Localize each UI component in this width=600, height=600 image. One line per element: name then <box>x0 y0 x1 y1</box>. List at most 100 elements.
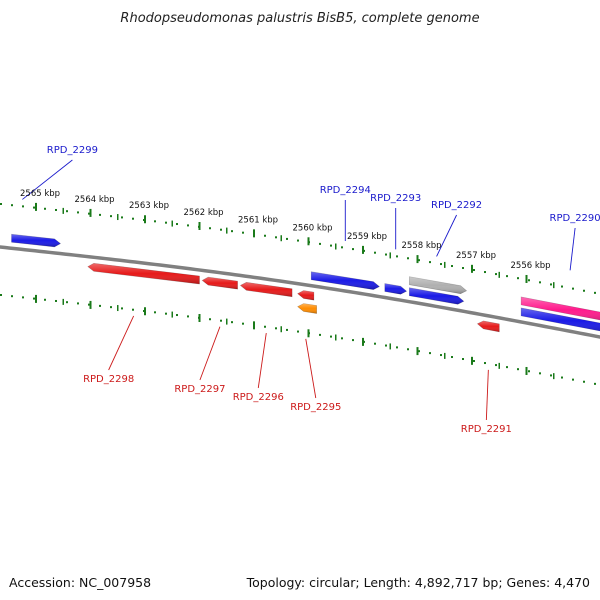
gene-label[interactable]: RPD_2290 <box>550 213 600 224</box>
inner-tick-track <box>0 294 596 385</box>
inner-minor-tick <box>242 322 244 325</box>
gene-label-leader <box>436 214 457 257</box>
inner-minor-tick <box>22 296 24 299</box>
accession-text: Accession: NC_007958 <box>9 575 151 590</box>
inner-minor-tick <box>220 319 222 322</box>
inner-minor-tick <box>121 307 123 310</box>
inner-minor-tick <box>418 350 420 353</box>
gene-arrow-shading <box>521 296 600 320</box>
inner-minor-tick <box>583 380 585 383</box>
outer-minor-tick <box>374 251 376 254</box>
outer-minor-tick <box>55 208 57 211</box>
gene-labels: RPD_2299 RPD_2298 RPD_2297 RPD_2296 RPD_2295… <box>22 145 600 435</box>
gene-features <box>11 233 600 333</box>
gene-arrow-shading <box>240 282 293 297</box>
outer-tick-track <box>0 202 596 294</box>
outer-minor-tick <box>121 216 123 219</box>
gene-arrow-shading <box>297 303 317 314</box>
gene-label-leader <box>569 227 576 271</box>
outer-minor-tick <box>550 283 552 286</box>
inner-minor-tick <box>11 295 13 298</box>
tick-label: 2563 kbp <box>129 201 169 211</box>
outer-minor-tick <box>132 217 134 220</box>
gene-arrow-shading <box>521 307 600 331</box>
outer-minor-tick <box>528 279 530 282</box>
inner-minor-tick <box>176 314 178 317</box>
inner-minor-tick <box>231 321 233 324</box>
outer-minor-tick <box>77 211 79 214</box>
gene-label[interactable]: RPD_2299 <box>47 145 98 156</box>
tick-label: 2562 kbp <box>184 208 224 218</box>
inner-minor-tick <box>297 330 299 333</box>
tick-label: 2558 kbp <box>402 241 442 251</box>
inner-minor-tick <box>264 325 266 328</box>
outer-minor-tick <box>66 210 68 213</box>
tick-label: 2561 kbp <box>238 215 278 225</box>
outer-minor-tick <box>440 263 442 266</box>
gene-label[interactable]: RPD_2297 <box>174 384 225 395</box>
inner-minor-tick <box>539 372 541 375</box>
inner-minor-tick <box>77 302 79 305</box>
outer-minor-tick <box>264 234 266 237</box>
gene-label-leader <box>257 332 267 389</box>
inner-minor-tick <box>484 362 486 365</box>
map-title: Rhodopseudomonas palustris BisB5, comple… <box>120 11 479 26</box>
outer-minor-tick <box>176 223 178 226</box>
outer-minor-tick <box>22 205 24 208</box>
gene-arrow-shading <box>11 234 61 247</box>
inner-minor-tick <box>330 335 332 338</box>
inner-minor-tick <box>110 306 112 309</box>
gene-label[interactable]: RPD_2296 <box>233 392 284 403</box>
outer-minor-tick <box>33 206 35 209</box>
outer-minor-tick <box>165 221 167 224</box>
outer-minor-tick <box>583 289 585 292</box>
gene-label[interactable]: RPD_2293 <box>370 193 421 204</box>
gene-label[interactable]: RPD_2298 <box>83 374 134 385</box>
inner-minor-tick <box>55 299 57 302</box>
inner-minor-tick <box>473 360 475 363</box>
inner-minor-tick <box>66 301 68 304</box>
outer-minor-tick <box>385 253 387 256</box>
gene-label-leader <box>22 159 73 200</box>
outer-minor-tick <box>341 246 343 249</box>
outer-minor-tick <box>429 261 431 264</box>
inner-minor-tick <box>407 348 409 351</box>
gene-arrow-shading <box>87 263 200 284</box>
inner-minor-tick <box>561 376 563 379</box>
outer-minor-tick <box>11 204 13 207</box>
gene-label[interactable]: RPD_2294 <box>320 185 371 196</box>
tick-label: 2565 kbp <box>20 189 60 199</box>
inner-minor-tick <box>319 333 321 336</box>
inner-minor-tick <box>286 328 288 331</box>
inner-minor-tick <box>429 352 431 355</box>
gene-arrow-shading <box>202 277 238 290</box>
outer-minor-tick <box>451 265 453 268</box>
inner-minor-tick <box>396 346 398 349</box>
outer-minor-tick <box>352 248 354 251</box>
outer-minor-tick <box>495 273 497 276</box>
outer-minor-tick <box>561 285 563 288</box>
outer-minor-tick <box>0 203 2 205</box>
inner-minor-tick <box>451 356 453 359</box>
inner-minor-tick <box>341 337 343 340</box>
gene-label[interactable]: RPD_2295 <box>290 402 341 413</box>
inner-minor-tick <box>154 311 156 314</box>
inner-minor-tick <box>550 374 552 377</box>
outer-minor-tick <box>572 287 574 290</box>
gene-label[interactable]: RPD_2292 <box>431 200 482 211</box>
outer-minor-tick <box>44 207 46 210</box>
inner-minor-tick <box>440 354 442 357</box>
outer-minor-tick <box>407 257 409 260</box>
tick-label: 2557 kbp <box>456 251 496 261</box>
inner-minor-tick <box>165 312 167 315</box>
gene-label-leader <box>485 369 489 421</box>
tick-label: 2556 kbp <box>511 261 551 271</box>
gene-label[interactable]: RPD_2291 <box>461 424 512 435</box>
outer-minor-tick <box>330 244 332 247</box>
outer-minor-tick <box>220 228 222 231</box>
inner-minor-tick <box>528 370 530 373</box>
inner-minor-tick <box>275 327 277 330</box>
outer-minor-tick <box>242 231 244 234</box>
gene-arrow-shading <box>384 283 407 295</box>
